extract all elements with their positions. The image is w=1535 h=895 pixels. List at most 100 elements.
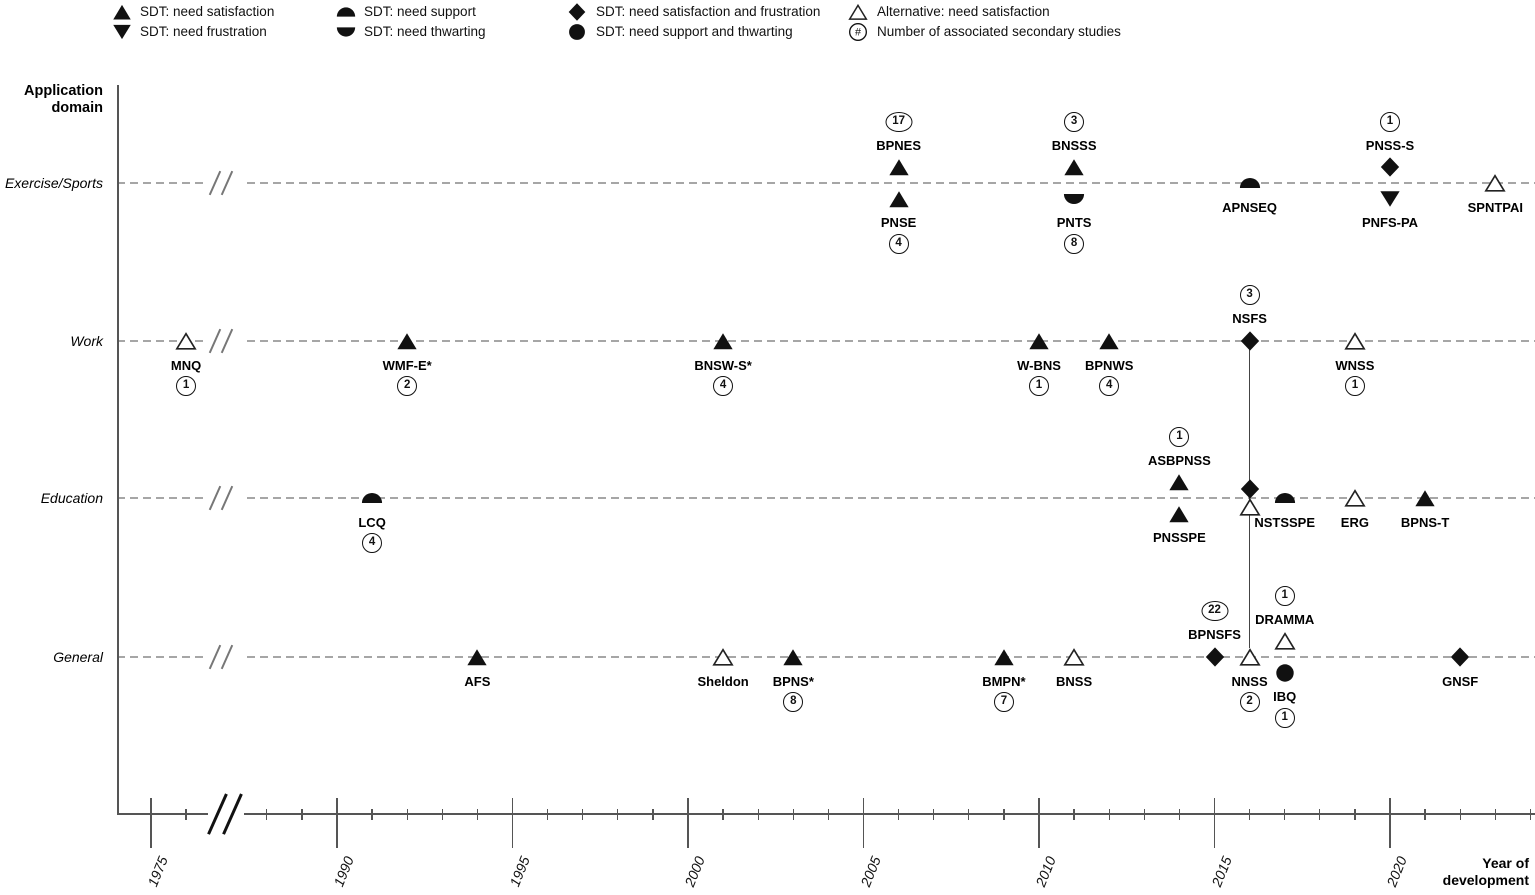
- circle-filled-icon: [567, 22, 587, 42]
- scale-label: DRAMMA: [1255, 612, 1315, 627]
- count-badge: 8: [1064, 234, 1085, 254]
- scale-label: LCQ: [358, 515, 386, 530]
- scale-label: W-BNS: [1017, 358, 1061, 373]
- need-frustration-marker: [1379, 188, 1401, 210]
- minor-tick: [1494, 809, 1496, 820]
- alternative-need-satisfaction-marker: [1344, 330, 1366, 352]
- need-support-marker: [1274, 487, 1296, 509]
- scale-label: PNSS-S: [1365, 138, 1415, 153]
- scale-label: NNSS: [1231, 674, 1268, 689]
- scale-label: PNSSPE: [1153, 530, 1206, 545]
- major-tick: [150, 798, 152, 848]
- tick-label: 1975: [144, 854, 171, 889]
- tick-label: 2010: [1032, 854, 1059, 889]
- major-tick: [1389, 798, 1391, 848]
- minor-tick: [757, 809, 759, 820]
- need-support-and-thwarting-marker: [1274, 662, 1296, 684]
- legend-item-label: SDT: need support: [364, 4, 476, 19]
- count-badge: 1: [1274, 708, 1295, 728]
- scale-label: WMF-E*: [382, 358, 432, 373]
- tick-label: 2020: [1383, 854, 1410, 889]
- minor-tick: [546, 809, 549, 820]
- scale-label: BNSSS: [1051, 138, 1097, 153]
- legend-item-label: SDT: need satisfaction: [140, 4, 275, 19]
- legend-item-label: SDT: need satisfaction and frustration: [596, 4, 821, 19]
- minor-tick: [1248, 809, 1251, 820]
- need-satisfaction-marker: [712, 330, 734, 352]
- scale-label: WNSS: [1335, 358, 1375, 373]
- minor-tick: [1003, 809, 1005, 820]
- alternative-need-satisfaction-marker: [175, 330, 197, 352]
- domain-row-label: Exercise/Sports: [4, 175, 103, 191]
- count-badge: 1: [1029, 376, 1049, 396]
- x-axis-title-line1: Year of: [1482, 855, 1529, 871]
- minor-tick: [185, 809, 187, 820]
- alternative-need-satisfaction-marker: [712, 646, 734, 668]
- scale-label: PNFS-PA: [1361, 215, 1419, 230]
- need-satisfaction-and-frustration-marker: [1379, 156, 1401, 178]
- major-tick: [687, 798, 689, 848]
- need-satisfaction-marker: [1098, 330, 1120, 352]
- count-badge: 1: [176, 376, 197, 396]
- domain-row-label: General: [53, 649, 103, 665]
- scale-label: BPNWS: [1084, 358, 1134, 373]
- minor-tick: [266, 809, 268, 820]
- domain-row-label: Work: [70, 333, 103, 349]
- minor-tick: [371, 809, 373, 820]
- major-tick: [862, 798, 865, 848]
- legend: SDT: need satisfaction SDT: need frustrat…: [0, 0, 1535, 50]
- scale-label: ASBPNSS: [1147, 453, 1211, 468]
- svg-text:#: #: [855, 27, 861, 39]
- scale-label: BPNSFS: [1188, 627, 1241, 642]
- count-badge: 4: [888, 234, 909, 254]
- count-badge: 1: [1169, 427, 1190, 447]
- scale-label: IBQ: [1273, 689, 1297, 704]
- need-satisfaction-marker: [396, 330, 418, 352]
- scale-label: BPNES: [876, 138, 921, 153]
- minor-tick: [1354, 809, 1356, 820]
- minor-tick: [1073, 809, 1075, 820]
- tick-label: 1995: [505, 854, 533, 889]
- half-circle-bottom-icon: [336, 22, 356, 42]
- scale-label: MNQ: [170, 358, 202, 373]
- minor-tick: [582, 809, 584, 820]
- alternative-need-satisfaction-marker: [1344, 487, 1366, 509]
- domain-row-line: [117, 497, 1535, 499]
- count-badge: 3: [1239, 285, 1260, 305]
- legend-item-label: Number of associated secondary studies: [877, 24, 1121, 39]
- y-axis-title-line2: domain: [51, 100, 103, 116]
- need-thwarting-marker: [1063, 188, 1085, 210]
- minor-tick: [933, 809, 935, 820]
- tick-label: 2015: [1207, 854, 1235, 889]
- count-badge: 4: [1099, 376, 1120, 396]
- scale-label: BPNS*: [772, 674, 814, 689]
- triangle-up-open-icon: [848, 2, 868, 22]
- count-badge: 4: [362, 533, 383, 553]
- scale-label: APNSEQ: [1222, 200, 1278, 215]
- scale-label: Sheldon: [697, 674, 749, 689]
- need-satisfaction-marker: [1168, 471, 1190, 493]
- count-badge: 1: [1380, 112, 1400, 132]
- minor-tick: [406, 809, 408, 820]
- scale-label: PNSE: [880, 215, 917, 230]
- need-satisfaction-marker: [1028, 330, 1050, 352]
- minor-tick: [1319, 809, 1321, 820]
- count-badge: 8: [783, 692, 804, 712]
- domain-row-label: Education: [40, 490, 103, 506]
- half-circle-top-icon: [336, 2, 356, 22]
- count-badge: 17: [885, 112, 913, 132]
- alternative-need-satisfaction-marker: [1063, 646, 1085, 668]
- need-satisfaction-marker: [993, 646, 1015, 668]
- y-axis-line: [117, 85, 119, 814]
- minor-tick: [1529, 809, 1532, 820]
- alternative-need-satisfaction-marker: [1484, 172, 1506, 194]
- minor-tick: [617, 809, 619, 820]
- tick-label: 2000: [681, 854, 708, 889]
- need-support-marker: [361, 487, 383, 509]
- scale-label: SPNTPAI: [1467, 200, 1523, 215]
- minor-tick: [441, 809, 443, 820]
- domain-row-line: [117, 340, 1535, 342]
- count-badge: 1: [1344, 376, 1365, 396]
